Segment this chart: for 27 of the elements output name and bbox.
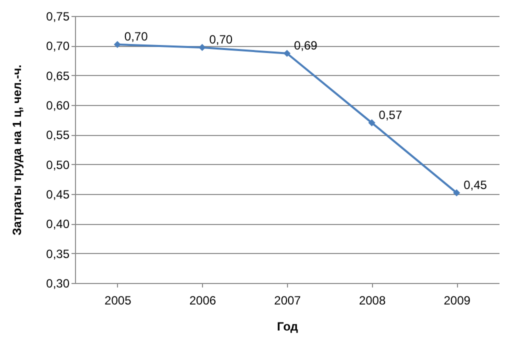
x-axis-title: Год xyxy=(277,320,298,334)
x-tick-label: 2005 xyxy=(104,294,132,308)
x-tick-label: 2007 xyxy=(274,294,302,308)
data-label: 0,70 xyxy=(209,32,233,46)
x-tick-label: 2008 xyxy=(358,294,386,308)
data-label: 0,70 xyxy=(124,29,148,44)
x-tick-label: 2006 xyxy=(189,294,216,308)
y-axis-title: Затраты труда на 1 ц, чел.-ч. xyxy=(10,64,24,236)
x-tick-label: 2009 xyxy=(444,294,471,308)
data-label: 0,45 xyxy=(464,178,488,192)
point xyxy=(283,50,291,57)
y-tick-label: 0,35 xyxy=(46,246,70,261)
y-tick-label: 0,65 xyxy=(46,68,70,83)
y-tick-label: 0,45 xyxy=(46,188,70,202)
point xyxy=(114,40,121,48)
y-tick-label: 0,60 xyxy=(46,98,70,112)
data-label: 0,57 xyxy=(378,108,402,122)
y-tick-label: 0,55 xyxy=(46,128,70,142)
point xyxy=(368,119,376,126)
y-tick-label: 0,70 xyxy=(46,39,70,54)
y-tick-label: 0,75 xyxy=(46,10,70,24)
y-tick-label: 0,50 xyxy=(46,158,70,172)
y-tick-label: 0,40 xyxy=(46,217,70,232)
data-label: 0,69 xyxy=(294,38,318,52)
point xyxy=(453,189,460,196)
point xyxy=(198,44,206,51)
y-tick-label: 0,30 xyxy=(46,276,70,290)
